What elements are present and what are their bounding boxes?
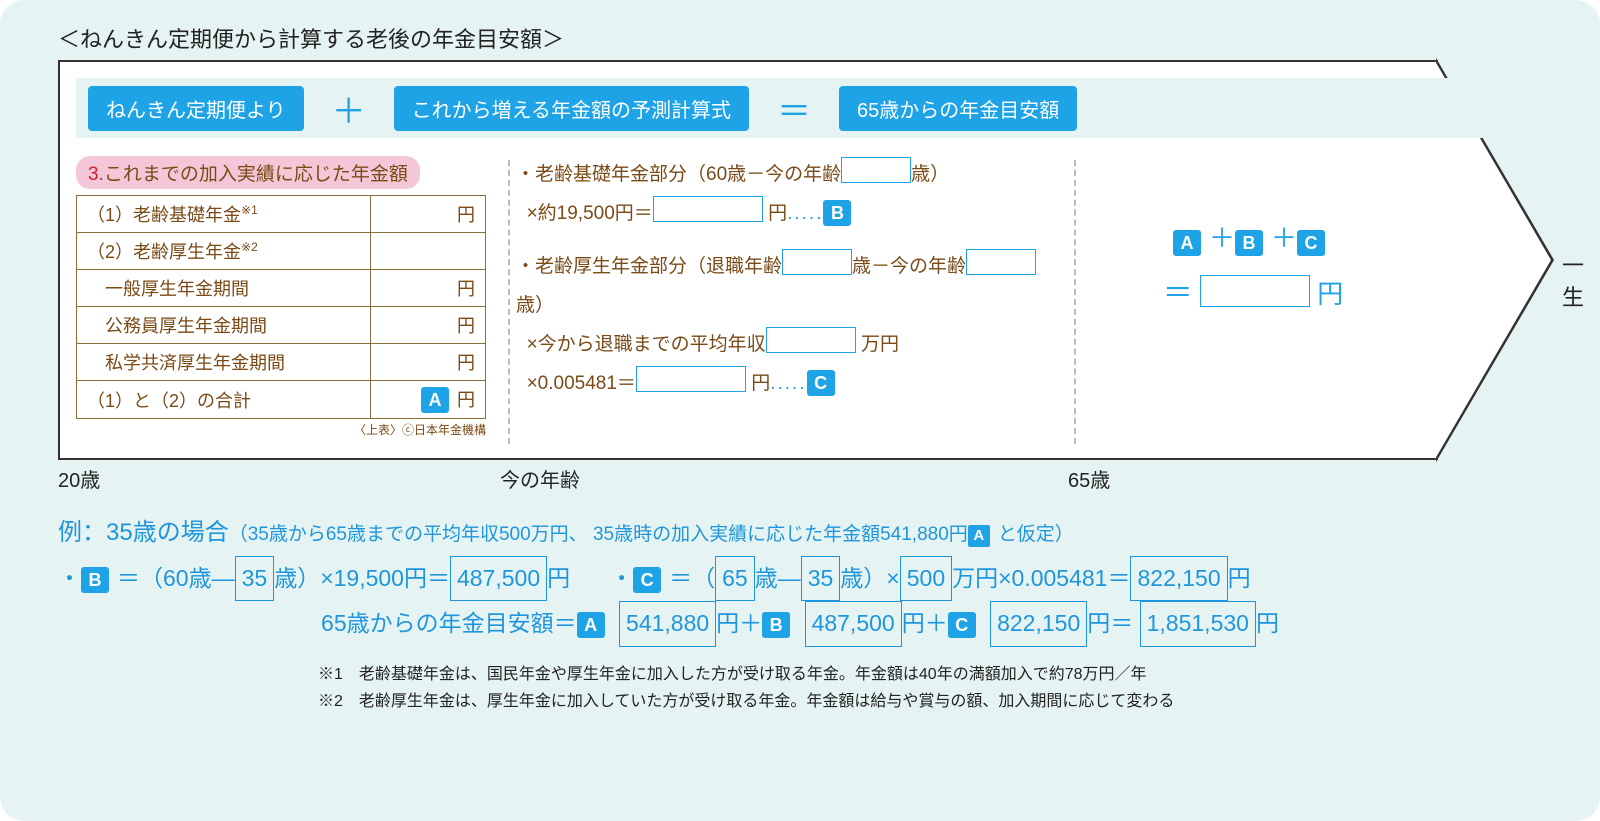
lifetime-label: 一生 (1562, 248, 1584, 312)
footnotes: ※1 老齢基礎年金は、国民年金や厚生年金に加入した方が受け取る年金。年金額は40… (58, 661, 1542, 715)
example-block: 例：35歳の場合（35歳から65歳までの平均年収500万円、 35歳時の加入実績… (58, 510, 1542, 647)
row1-label: （1）老齢基礎年金※1 (77, 196, 371, 233)
pension-record-table: （1）老齢基礎年金※1 円 （2）老齢厚生年金※2 一般厚生年金期間 円 公務員… (76, 195, 486, 419)
age-now-input-2[interactable] (966, 249, 1036, 275)
column-a-past-record: 3.これまでの加入実績に応じた年金額 （1）老齢基礎年金※1 円 （2）老齢厚生… (76, 156, 506, 448)
row1-value: 円 (371, 196, 486, 233)
c-result-input[interactable] (636, 366, 746, 392)
row4-label: （1）と（2）の合計 (77, 381, 371, 419)
badge-a-icon: A (1173, 230, 1201, 256)
column-c-result: A＋B＋C ＝ 円 (1078, 156, 1428, 448)
table-row: （1）と（2）の合計 A円 (77, 381, 486, 419)
total-result-input[interactable] (1200, 275, 1310, 307)
row3b-label: 公務員厚生年金期間 (77, 307, 371, 344)
row3a-value: 円 (371, 270, 486, 307)
example-b-c-row: ・B＝（60歳―35歳）×19,500円＝487,500円 ・C＝（65歳―35… (58, 556, 1542, 602)
chip-future-calc: これから増える年金額の予測計算式 (394, 86, 749, 131)
axis-age-now: 今の年齢 (500, 464, 580, 493)
table-row: 公務員厚生年金期間 円 (77, 307, 486, 344)
section-number: 3. (88, 164, 104, 185)
axis-age-20: 20歳 (58, 464, 100, 493)
table-row: （1）老齢基礎年金※1 円 (77, 196, 486, 233)
badge-a-icon: A (421, 387, 449, 413)
axis-age-65: 65歳 (1068, 464, 1110, 493)
badge-b-icon: B (823, 200, 851, 226)
row3c-label: 私学共済厚生年金期間 (77, 344, 371, 381)
b-result-input[interactable] (653, 196, 763, 222)
page-title: ＜ねんきん定期便から計算する老後の年金目安額＞ (58, 22, 1542, 54)
badge-c-icon: C (948, 612, 976, 638)
column-separator-1 (508, 160, 510, 444)
timeline-axis: 20歳 今の年齢 65歳 (58, 464, 1538, 492)
row3a-label: 一般厚生年金期間 (77, 270, 371, 307)
chip-result: 65歳からの年金目安額 (839, 86, 1077, 131)
equation-header: ねんきん定期便より ＋ これから増える年金額の予測計算式 ＝ 65歳からの年金目… (76, 78, 1534, 138)
chip-from-teikibin: ねんきん定期便より (88, 86, 304, 131)
section-3-header: 3.これまでの加入実績に応じた年金額 (76, 156, 420, 189)
badge-a-icon: A (577, 612, 605, 638)
retire-age-input[interactable] (782, 249, 852, 275)
badge-c-icon: C (1297, 230, 1325, 256)
table-row: （2）老齢厚生年金※2 (77, 233, 486, 270)
avg-income-input[interactable] (766, 327, 856, 353)
badge-b-icon: B (1235, 230, 1263, 256)
footnote-1: ※1 老齢基礎年金は、国民年金や厚生年金に加入した方が受け取る年金。年金額は40… (318, 661, 1542, 688)
pension-estimate-diagram: ＜ねんきん定期便から計算する老後の年金目安額＞ 一生 ねんきん定期便より ＋ こ… (0, 0, 1600, 821)
example-c: ・C＝（65歳―35歳）×500万円×0.005481＝822,150円 (610, 556, 1251, 602)
badge-c-icon: C (633, 567, 661, 593)
badge-a-icon: A (968, 525, 990, 547)
row3c-value: 円 (371, 344, 486, 381)
age-now-input[interactable] (841, 157, 911, 183)
example-b: ・B＝（60歳―35歳）×19,500円＝487,500円 (58, 556, 570, 602)
section-label: これまでの加入実績に応じた年金額 (104, 164, 408, 185)
table-credit: 〈上表〉ⓒ日本年金機構 (76, 421, 486, 438)
timeline-arrow: 一生 ねんきん定期便より ＋ これから増える年金額の予測計算式 ＝ 65歳からの… (58, 60, 1542, 460)
footnote-2: ※2 老齢厚生年金は、厚生年金に加入していた方が受け取る年金。年金額は給与や賞与… (318, 688, 1542, 715)
formula-b: ・老齢基礎年金部分（60歳－今の年齢歳） ×約19,500円＝ 円.....B (516, 156, 1068, 234)
table-row: 一般厚生年金期間 円 (77, 270, 486, 307)
column-separator-2 (1074, 160, 1076, 444)
plus-icon: ＋ (332, 84, 366, 133)
result-formula: A＋B＋C ＝ 円 (1078, 156, 1428, 324)
column-b-future-calc: ・老齢基礎年金部分（60歳－今の年齢歳） ×約19,500円＝ 円.....B … (516, 156, 1068, 448)
badge-b-icon: B (762, 612, 790, 638)
row4-value: A円 (371, 381, 486, 419)
row2-value (371, 233, 486, 270)
row3b-value: 円 (371, 307, 486, 344)
equals-icon: ＝ (777, 84, 811, 133)
formula-c: ・老齢厚生年金部分（退職年齢歳－今の年齢歳） ×今から退職までの平均年収 万円 … (516, 248, 1068, 404)
example-total: 65歳からの年金目安額＝A 541,880円＋B 487,500円＋C 822,… (58, 601, 1542, 647)
badge-b-icon: B (81, 567, 109, 593)
badge-c-icon: C (807, 370, 835, 396)
table-row: 私学共済厚生年金期間 円 (77, 344, 486, 381)
example-heading: 例：35歳の場合（35歳から65歳までの平均年収500万円、 35歳時の加入実績… (58, 510, 1542, 556)
row2-label: （2）老齢厚生年金※2 (77, 233, 371, 270)
